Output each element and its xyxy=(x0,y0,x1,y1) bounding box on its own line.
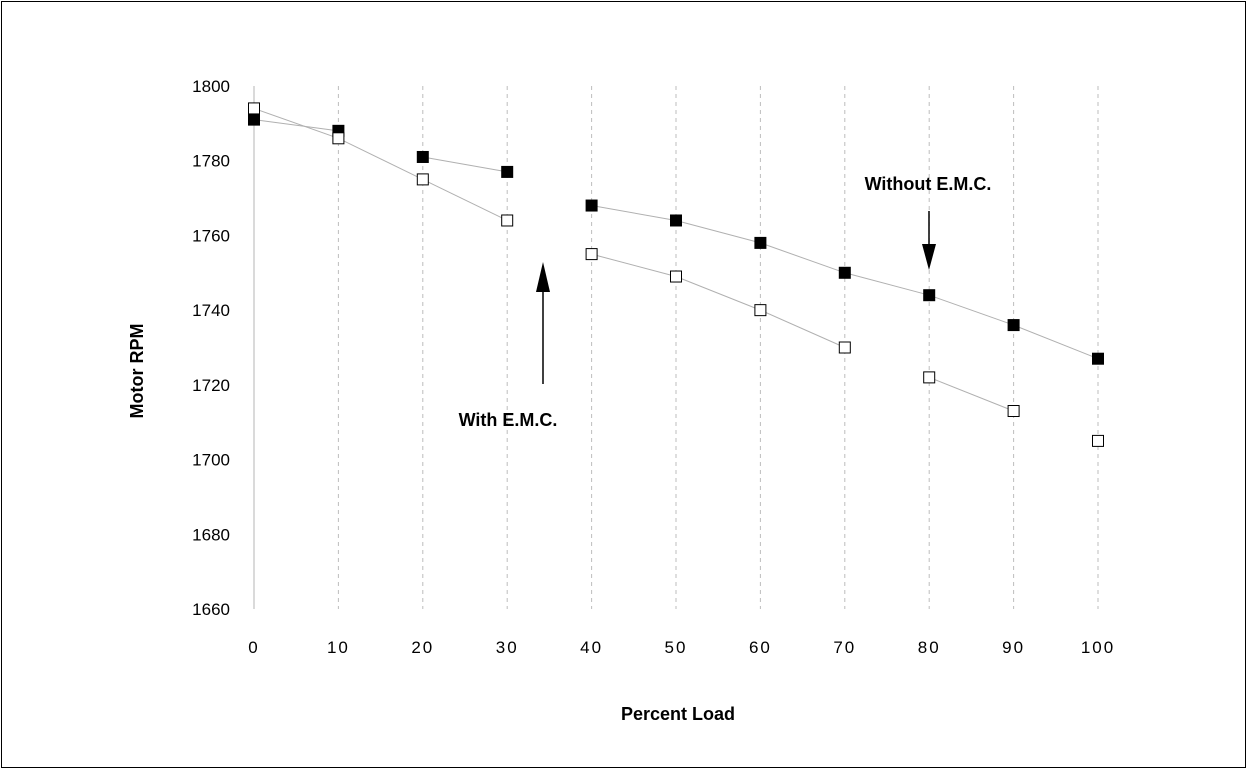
annotation-without-emc-arrow xyxy=(922,211,936,270)
marker-open-square xyxy=(670,270,682,283)
marker-filled-square xyxy=(248,113,260,126)
grid-lines xyxy=(253,86,1099,609)
marker-open-square xyxy=(416,173,429,186)
y-tick-label: 1800 xyxy=(192,77,230,96)
marker-open-square xyxy=(332,132,345,145)
marker-filled-square xyxy=(754,236,767,249)
marker-open-square xyxy=(1007,405,1020,418)
marker-open-square xyxy=(585,248,598,261)
marker-filled-square xyxy=(416,150,429,163)
marker-open-square xyxy=(501,214,514,227)
y-tick-label: 1780 xyxy=(192,152,230,171)
series-line xyxy=(929,376,1014,412)
y-tick-label: 1760 xyxy=(192,226,230,245)
y-tick-label: 1680 xyxy=(192,525,230,544)
x-axis-title: Percent Load xyxy=(621,704,735,724)
marker-filled-square xyxy=(838,266,851,279)
series-line xyxy=(591,253,846,348)
series-line xyxy=(422,156,508,173)
x-tick-label: 70 xyxy=(833,638,856,657)
marker-filled-square xyxy=(501,165,514,178)
marker-open-square xyxy=(248,102,260,115)
x-tick-label: 0 xyxy=(248,638,259,657)
y-tick-label: 1660 xyxy=(192,600,230,619)
x-tick-label: 40 xyxy=(580,638,603,657)
x-tick-label: 20 xyxy=(411,638,434,657)
x-tick-label: 30 xyxy=(496,638,519,657)
marker-filled-square xyxy=(585,199,598,212)
x-tick-label: 10 xyxy=(327,638,350,657)
marker-filled-square xyxy=(1007,319,1020,332)
series-line xyxy=(253,107,508,221)
marker-filled-square xyxy=(670,214,682,227)
y-axis-title: Motor RPM xyxy=(127,324,147,419)
annotation-with-emc-arrow xyxy=(536,262,550,384)
marker-filled-square xyxy=(923,289,936,302)
series-line xyxy=(253,119,339,132)
x-tick-label: 60 xyxy=(749,638,772,657)
marker-open-square xyxy=(1092,434,1104,447)
y-tick-label: 1700 xyxy=(192,451,230,470)
y-tick-label: 1740 xyxy=(192,301,230,320)
series-markers xyxy=(248,102,1104,447)
x-tick-label: 80 xyxy=(918,638,941,657)
x-tick-labels: 0 10 20 30 40 50 60 70 80 90 100 xyxy=(248,638,1115,657)
annotation-without-emc: Without E.M.C. xyxy=(865,174,992,194)
annotation-with-emc: With E.M.C. xyxy=(459,410,558,430)
marker-filled-square xyxy=(1092,352,1104,365)
y-tick-labels: 1660 1680 1700 1720 1740 1760 1780 1800 xyxy=(192,77,230,619)
x-tick-label: 100 xyxy=(1081,638,1115,657)
y-tick-label: 1720 xyxy=(192,376,230,395)
x-tick-label: 90 xyxy=(1002,638,1025,657)
x-tick-label: 50 xyxy=(665,638,688,657)
marker-open-square xyxy=(923,371,936,384)
marker-open-square xyxy=(754,304,767,317)
marker-open-square xyxy=(838,341,851,354)
